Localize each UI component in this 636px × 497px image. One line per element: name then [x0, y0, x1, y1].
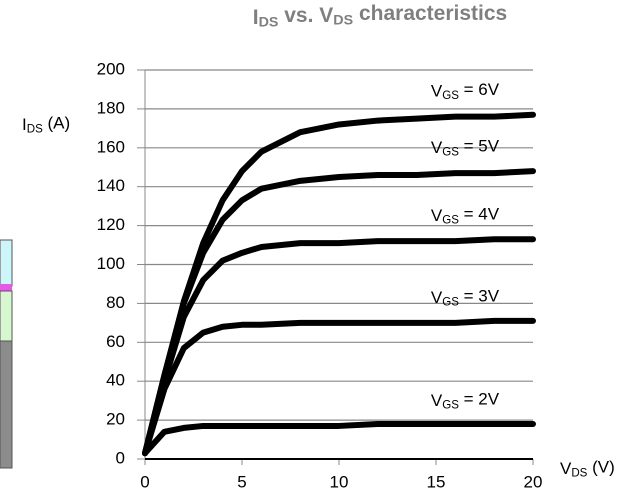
- text-part: V: [431, 139, 443, 158]
- y-tick-label: 20: [106, 410, 125, 429]
- text-part: V: [431, 207, 443, 226]
- subscript: GS: [442, 147, 459, 159]
- subscript: DS: [27, 124, 43, 136]
- y-tick-label: 120: [97, 215, 125, 234]
- series-label: VGS = 2V: [431, 390, 500, 412]
- text-part: (V): [587, 458, 614, 477]
- x-axis-label: VDS (V): [560, 458, 615, 480]
- lines: [142, 111, 536, 457]
- y-tick-label: 180: [97, 98, 125, 117]
- text-part: vs. V: [278, 4, 333, 27]
- text-part: = 3V: [459, 287, 500, 306]
- series-label: VGS = 4V: [431, 205, 500, 227]
- series-label: VGS = 5V: [431, 137, 500, 159]
- text-part: = 6V: [459, 81, 500, 100]
- x-tick-label: 10: [330, 472, 349, 491]
- grid: 0 20 40 60 80 100 120 140 160 180 200 0 5 10 15 20: [97, 59, 543, 491]
- x-tick-label: 20: [524, 472, 543, 491]
- y-tick-label: 100: [97, 254, 125, 273]
- side-stripe: [0, 284, 12, 291]
- y-tick-label: 160: [97, 137, 125, 156]
- text-part: = 5V: [459, 137, 500, 156]
- side-box: [0, 340, 13, 469]
- y-tick-label: 0: [116, 448, 125, 467]
- text-part: V: [431, 288, 443, 307]
- y-tick-label: 200: [97, 59, 125, 78]
- y-tick-label: 80: [106, 293, 125, 312]
- y-tick-label: 40: [106, 371, 125, 390]
- side-box: [0, 290, 13, 342]
- subscript: GS: [442, 90, 459, 102]
- text-part: = 2V: [459, 390, 500, 409]
- text-part: I: [22, 115, 27, 134]
- x-tick-label: 0: [140, 472, 149, 491]
- series-line: [142, 420, 536, 457]
- subscript: GS: [442, 215, 459, 227]
- text-part: characteristics: [353, 2, 507, 25]
- subscript: DS: [259, 14, 279, 30]
- series-label: VGS = 6V: [431, 81, 500, 103]
- series-label: VGS = 3V: [431, 287, 500, 309]
- series-line: [142, 168, 536, 457]
- y-tick-label: 140: [97, 176, 125, 195]
- y-axis-label: IDS (A): [22, 114, 70, 136]
- text-part: V: [560, 459, 572, 478]
- x-tick-label: 15: [427, 472, 446, 491]
- series-line: [142, 236, 536, 457]
- x-tick-label: 5: [237, 472, 246, 491]
- text-part: I: [253, 6, 259, 29]
- series-line: [142, 317, 536, 457]
- subscript: DS: [333, 12, 353, 28]
- text-part: V: [431, 82, 443, 101]
- chart-title: IDS vs. VDS characteristics: [253, 2, 507, 31]
- text-part: = 4V: [459, 205, 500, 224]
- text-part: V: [431, 391, 443, 410]
- subscript: GS: [442, 296, 459, 308]
- subscript: DS: [571, 468, 587, 480]
- subscript: GS: [442, 400, 459, 412]
- y-tick-label: 60: [106, 332, 125, 351]
- side-box: [0, 239, 13, 287]
- text-part: (A): [43, 114, 70, 133]
